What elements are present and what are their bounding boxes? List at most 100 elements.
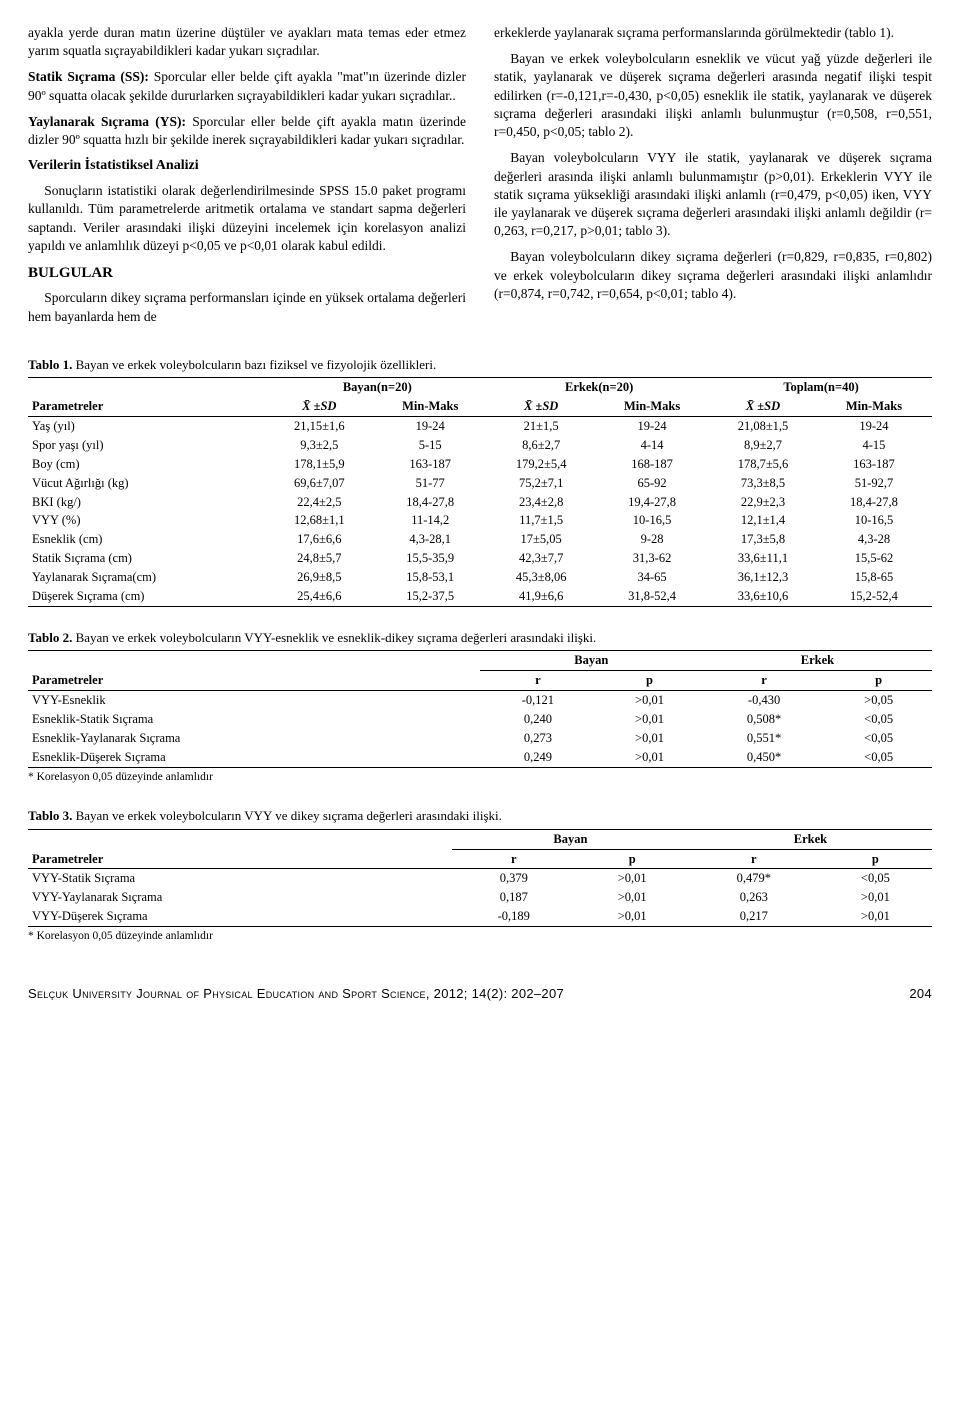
caption-label: Tablo 3.: [28, 808, 72, 823]
cell: 36,1±12,3: [710, 568, 816, 587]
cell: 21,15±1,6: [266, 417, 372, 436]
table2: Parametreler Bayan Erkek r p r p VYY-Esn…: [28, 650, 932, 767]
table-row: Esneklik-Statik Sıçrama0,240>0,010,508*<…: [28, 710, 932, 729]
cell: 31,8-52,4: [594, 587, 710, 606]
col-header: Bayan(n=20): [266, 378, 488, 397]
cell: >0,01: [576, 907, 689, 926]
cell: Yaylanarak Sıçrama(cm): [28, 568, 266, 587]
left-column: ayakla yerde duran matın üzerine düştüle…: [28, 24, 466, 334]
cell: 0,450*: [703, 748, 825, 767]
cell: 34-65: [594, 568, 710, 587]
cell: 25,4±6,6: [266, 587, 372, 606]
page-footer: Selçuk University Journal of Physical Ed…: [28, 985, 932, 1003]
cell: Esneklik-Statik Sıçrama: [28, 710, 480, 729]
paragraph: Yaylanarak Sıçrama (YS): Sporcular eller…: [28, 113, 466, 149]
paragraph: Sporcuların dikey sıçrama performansları…: [28, 289, 466, 325]
cell: 65-92: [594, 474, 710, 493]
table-row: BKI (kg/)22,4±2,518,4-27,823,4±2,819,4-2…: [28, 493, 932, 512]
paragraph: Statik Sıçrama (SS): Sporcular eller bel…: [28, 68, 466, 104]
table-row: Spor yaşı (yıl)9,3±2,55-158,6±2,74-148,9…: [28, 436, 932, 455]
cell: <0,05: [819, 869, 932, 888]
col-subheader: Min-Maks: [594, 397, 710, 416]
cell: 8,9±2,7: [710, 436, 816, 455]
cell: 0,551*: [703, 729, 825, 748]
term: Statik Sıçrama (SS):: [28, 69, 149, 84]
col-subheader: p: [819, 849, 932, 869]
col-header: Bayan: [452, 829, 689, 849]
col-subheader: X̄ ±SD: [266, 397, 372, 416]
cell: 26,9±8,5: [266, 568, 372, 587]
cell: >0,05: [825, 691, 932, 710]
cell: 51-92,7: [816, 474, 932, 493]
cell: 12,1±1,4: [710, 511, 816, 530]
journal-citation: Selçuk University Journal of Physical Ed…: [28, 985, 564, 1003]
col-header: Toplam(n=40): [710, 378, 932, 397]
paragraph: ayakla yerde duran matın üzerine düştüle…: [28, 24, 466, 60]
cell: -0,121: [480, 691, 596, 710]
cell: -0,430: [703, 691, 825, 710]
col-subheader: X̄ ±SD: [710, 397, 816, 416]
cell: 19-24: [816, 417, 932, 436]
col-header: Bayan: [480, 651, 703, 671]
col-subheader: r: [703, 671, 825, 691]
cell: 73,3±8,5: [710, 474, 816, 493]
cell: 178,7±5,6: [710, 455, 816, 474]
body-columns: ayakla yerde duran matın üzerine düştüle…: [28, 24, 932, 334]
cell: Statik Sıçrama (cm): [28, 549, 266, 568]
cell: BKI (kg/): [28, 493, 266, 512]
table-row: VYY-Düşerek Sıçrama-0,189>0,010,217>0,01: [28, 907, 932, 926]
cell: 17,3±5,8: [710, 530, 816, 549]
table-row: Vücut Ağırlığı (kg)69,6±7,0751-7775,2±7,…: [28, 474, 932, 493]
table-row: Yaş (yıl)21,15±1,619-2421±1,519-2421,08±…: [28, 417, 932, 436]
cell: VYY (%): [28, 511, 266, 530]
table-row: VYY (%)12,68±1,111-14,211,7±1,510-16,512…: [28, 511, 932, 530]
table-row: Yaylanarak Sıçrama(cm)26,9±8,515,8-53,14…: [28, 568, 932, 587]
cell: 11,7±1,5: [488, 511, 594, 530]
cell: 33,6±10,6: [710, 587, 816, 606]
cell: 31,3-62: [594, 549, 710, 568]
caption-label: Tablo 2.: [28, 630, 72, 645]
cell: -0,189: [452, 907, 576, 926]
cell: VYY-Esneklik: [28, 691, 480, 710]
cell: 33,6±11,1: [710, 549, 816, 568]
table2-footnote: * Korelasyon 0,05 düzeyinde anlamlıdır: [28, 770, 932, 786]
cell: >0,01: [596, 729, 703, 748]
table-row: Boy (cm)178,1±5,9163-187179,2±5,4168-187…: [28, 455, 932, 474]
cell: >0,01: [576, 888, 689, 907]
cell: 15,5-35,9: [372, 549, 488, 568]
cell: 21,08±1,5: [710, 417, 816, 436]
paragraph: Sonuçların istatistiki olarak değerlendi…: [28, 182, 466, 255]
cell: 8,6±2,7: [488, 436, 594, 455]
cell: 10-16,5: [816, 511, 932, 530]
cell: <0,05: [825, 710, 932, 729]
cell: 75,2±7,1: [488, 474, 594, 493]
term: Yaylanarak Sıçrama (YS):: [28, 114, 186, 129]
cell: VYY-Yaylanarak Sıçrama: [28, 888, 452, 907]
col-subheader: Min-Maks: [816, 397, 932, 416]
cell: 9,3±2,5: [266, 436, 372, 455]
col-subheader: p: [576, 849, 689, 869]
cell: 0,379: [452, 869, 576, 888]
cell: 17±5,05: [488, 530, 594, 549]
cell: 4-15: [816, 436, 932, 455]
cell: >0,01: [596, 748, 703, 767]
cell: Vücut Ağırlığı (kg): [28, 474, 266, 493]
cell: <0,05: [825, 729, 932, 748]
col-header: Erkek: [703, 651, 932, 671]
page-number: 204: [909, 985, 932, 1003]
cell: 0,249: [480, 748, 596, 767]
table2-caption: Tablo 2. Bayan ve erkek voleybolcuların …: [28, 629, 932, 647]
cell: 23,4±2,8: [488, 493, 594, 512]
col-header: Parametreler: [28, 651, 480, 691]
cell: 168-187: [594, 455, 710, 474]
cell: 42,3±7,7: [488, 549, 594, 568]
cell: 4,3-28: [816, 530, 932, 549]
cell: 51-77: [372, 474, 488, 493]
cell: 0,273: [480, 729, 596, 748]
cell: 17,6±6,6: [266, 530, 372, 549]
subheading: Verilerin İstatistiksel Analizi: [28, 157, 466, 176]
cell: Esneklik-Düşerek Sıçrama: [28, 748, 480, 767]
table-row: VYY-Yaylanarak Sıçrama0,187>0,010,263>0,…: [28, 888, 932, 907]
col-header: Erkek(n=20): [488, 378, 710, 397]
cell: 15,8-53,1: [372, 568, 488, 587]
